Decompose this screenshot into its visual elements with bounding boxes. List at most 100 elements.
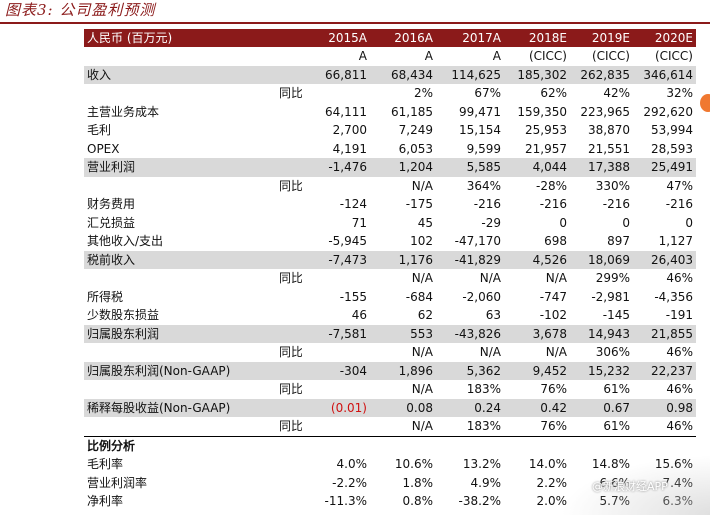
value-cell: 22,237 — [633, 361, 696, 380]
value-cell: -216 — [602, 197, 630, 212]
row-label: 所得税 — [87, 289, 124, 304]
value-cell: 61% — [603, 419, 630, 434]
value-cell: 4,526 — [504, 250, 570, 269]
empty-cell — [504, 435, 570, 455]
value-cell: 15,154 — [459, 123, 501, 138]
empty-cell — [570, 435, 633, 455]
year-header: 2016A — [370, 29, 436, 47]
value-cell: 6,053 — [398, 141, 433, 156]
value-cell: 71 — [351, 215, 367, 230]
value-cell: 897 — [607, 234, 630, 249]
value-cell: 76% — [540, 419, 567, 434]
header-label: 人民币 (百万元) — [84, 29, 302, 47]
value-cell — [302, 269, 370, 288]
value-cell: 99,471 — [459, 104, 501, 119]
ratio-value: 13.2% — [462, 457, 501, 472]
value-cell: 76% — [540, 382, 567, 397]
empty-cell — [302, 435, 370, 455]
value-cell: -216 — [473, 197, 501, 212]
value-cell: 0 — [685, 215, 693, 230]
value-cell: 25,953 — [525, 123, 567, 138]
ratio-section-header: 比例分析 — [84, 435, 696, 455]
table-row: 财务费用 -124 -175 -216 -216 -216 -216 — [84, 195, 696, 214]
value-cell: 1,204 — [370, 158, 436, 177]
source-cell: A — [424, 49, 433, 64]
row-label: 归属股东利润(Non-GAAP) — [84, 361, 302, 380]
value-cell: 1,896 — [370, 361, 436, 380]
ratio-value: 2.2% — [536, 475, 568, 490]
ratio-value: -11.3% — [324, 494, 367, 509]
value-cell: -47,170 — [454, 234, 501, 249]
title-rule — [0, 22, 710, 24]
value-cell: 114,625 — [436, 65, 504, 84]
source-cell: A — [358, 49, 367, 64]
ratio-label: 毛利率 — [87, 457, 124, 472]
value-cell: 21,551 — [588, 141, 630, 156]
value-cell: N/A — [411, 382, 433, 397]
value-cell: 2% — [413, 86, 433, 101]
value-cell: N/A — [479, 271, 501, 286]
row-label: 主营业务成本 — [87, 104, 160, 119]
edge-decoration — [700, 94, 710, 112]
row-label: 少数股东损益 — [87, 308, 160, 323]
value-cell: -145 — [602, 308, 630, 323]
value-cell: 46 — [351, 308, 367, 323]
ratio-value: 10.6% — [394, 457, 433, 472]
row-label: 同比 — [279, 86, 302, 101]
table-row: 同比 N/A 183% 76% 61% 46% — [84, 417, 696, 436]
row-label: 收入 — [84, 65, 302, 84]
value-cell: 159,350 — [517, 104, 567, 119]
value-cell: 0.42 — [504, 398, 570, 417]
table-row: 毛利 2,700 7,249 15,154 25,953 38,870 53,994 — [84, 121, 696, 140]
value-cell: -124 — [339, 197, 367, 212]
ratio-section-title: 比例分析 — [84, 435, 302, 455]
value-cell: -747 — [539, 289, 567, 304]
value-cell: 15,232 — [570, 361, 633, 380]
row-label: 归属股东利润 — [84, 324, 302, 343]
value-cell: -7,473 — [302, 250, 370, 269]
value-cell: 32% — [666, 86, 693, 101]
value-cell: 1,176 — [370, 250, 436, 269]
ratio-value: 1.8% — [402, 475, 434, 490]
value-cell: 17,388 — [570, 158, 633, 177]
value-cell: N/A — [545, 345, 567, 360]
value-cell: -5,945 — [328, 234, 367, 249]
value-cell: -28% — [535, 178, 567, 193]
value-cell: 14,943 — [570, 324, 633, 343]
value-cell: -2,981 — [591, 289, 630, 304]
value-cell — [302, 177, 370, 196]
value-cell: N/A — [479, 345, 501, 360]
value-cell: 0 — [559, 215, 567, 230]
value-cell: 5,362 — [436, 361, 504, 380]
row-label: 税前收入 — [84, 250, 302, 269]
value-cell: -2,060 — [462, 289, 501, 304]
value-cell: 46% — [666, 345, 693, 360]
value-cell: 306% — [595, 345, 630, 360]
value-cell: 21,957 — [525, 141, 567, 156]
value-cell: 183% — [466, 382, 501, 397]
value-cell: -175 — [405, 197, 433, 212]
value-cell: -29 — [481, 215, 501, 230]
value-cell: -4,356 — [654, 289, 693, 304]
figure-title: 图表3: 公司盈利预测 — [5, 1, 156, 19]
source-cell: (CICC) — [528, 49, 567, 64]
year-header: 2020E — [633, 29, 696, 47]
year-header: 2018E — [504, 29, 570, 47]
value-cell: -191 — [665, 308, 693, 323]
value-cell: 9,599 — [466, 141, 501, 156]
value-cell: 262,835 — [570, 65, 633, 84]
value-cell: 1,127 — [658, 234, 693, 249]
value-cell — [302, 343, 370, 362]
value-cell: 61,185 — [391, 104, 433, 119]
value-cell: N/A — [411, 271, 433, 286]
row-label: 稀释每股收益(Non-GAAP) — [84, 398, 302, 417]
watermark: @新浪财经APP — [592, 480, 668, 493]
value-cell: -216 — [665, 197, 693, 212]
value-cell: N/A — [545, 271, 567, 286]
value-cell: 102 — [410, 234, 433, 249]
source-label — [84, 47, 302, 66]
row-label: 财务费用 — [87, 197, 136, 212]
table-row: 同比 N/A N/A N/A 299% 46% — [84, 269, 696, 288]
value-cell: 7,249 — [398, 123, 433, 138]
row-label: 同比 — [279, 271, 302, 286]
